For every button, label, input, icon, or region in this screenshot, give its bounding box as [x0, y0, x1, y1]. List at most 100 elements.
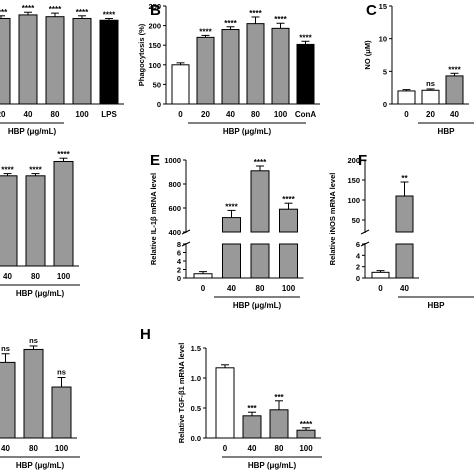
panel-e-x-tick-label: 0 [201, 284, 206, 293]
panel-b-x-tick-label: 100 [274, 110, 288, 119]
panel-b-significance: **** [199, 27, 212, 36]
panel-b-y-label: Phagocytosis (%) [137, 23, 146, 86]
panel-b-y-tick-label: 100 [148, 61, 161, 70]
panel-c-significance: ns [426, 79, 435, 88]
panel-d-significance: **** [29, 166, 42, 175]
panel-c-y-tick-label: 5 [383, 67, 387, 76]
panel-e-bar [193, 273, 213, 279]
panel-e-y-tick-label: 800 [168, 180, 181, 189]
panel-f-axis-break-mark [360, 241, 370, 247]
panel-c-significance: **** [448, 65, 461, 74]
panel-h-significance: *** [247, 404, 257, 413]
panel-b-y-tick-label: 150 [148, 41, 161, 50]
panel-d-x-label: HBP (μg/mL) [16, 289, 65, 298]
panel-f-bar [395, 243, 414, 279]
panel-b-bar [171, 64, 190, 105]
panel-f-y-tick-label: 4 [356, 251, 361, 260]
panel-e-axis-break-mark [181, 229, 191, 235]
panel-h-bar [296, 429, 316, 439]
panel-h-letter: H [140, 326, 151, 343]
panel-b-bar [296, 43, 315, 105]
panel-a-x-label: HBP (μg/mL) [8, 127, 57, 136]
panel-b-significance: **** [249, 9, 262, 18]
panel-e-axis-break-gap [182, 233, 190, 243]
panel-e-x-label: HBP (μg/mL) [233, 301, 282, 310]
panel-c-y-tick-label: 10 [379, 35, 387, 44]
panel-e-bar [279, 208, 298, 233]
panel-g-bar [0, 361, 16, 439]
panel-g-x-tick-label: 100 [55, 444, 69, 453]
panel-c-y-label: NO (μM) [363, 40, 372, 70]
panel-e-y-tick-label: 600 [168, 204, 181, 213]
panel-h-y-tick-label: 1.0 [191, 374, 201, 383]
panel-f-y-tick-label: 200 [347, 156, 360, 165]
panel-g-significance: ns [1, 344, 10, 353]
panel-b-bar [246, 23, 265, 105]
panel-g-x-tick-label: 80 [29, 444, 38, 453]
panel-a-x-tick-label: 100 [75, 110, 89, 119]
panel-f-y-tick-label: 6 [356, 240, 360, 249]
panel-a-x-tick-label: 40 [24, 110, 33, 119]
panel-d-significance: **** [57, 150, 70, 159]
panel-f-x-tick-label: 40 [400, 284, 409, 293]
panel-e-bar [250, 243, 270, 279]
panel-e-bar [222, 217, 241, 233]
panel-b-x-tick-label: 80 [251, 110, 260, 119]
panel-e-axis-break-mark [181, 241, 191, 247]
panel-h-x-tick-label: 80 [275, 444, 284, 453]
panel-d-bar [53, 161, 74, 267]
panel-b-significance: **** [299, 33, 312, 42]
panel-d-bar [25, 175, 46, 267]
panel-b-significance: **** [274, 15, 287, 24]
panel-h-significance: *** [274, 393, 284, 402]
panel-e-y-label: Relative IL-1β mRNA level [149, 173, 158, 265]
panel-f-y-tick-label: 100 [347, 196, 360, 205]
panel-e-significance: **** [282, 195, 295, 204]
panel-g-bar [51, 386, 72, 439]
panel-c-y-tick-label: 15 [379, 2, 387, 11]
panel-e-y-tick-label: 400 [168, 228, 181, 237]
panel-g-significance: ns [57, 368, 66, 377]
panel-e-y-tick-label: 4 [177, 257, 182, 266]
panel-b-y-tick-label: 250 [148, 2, 161, 11]
panel-e-letter: E [150, 152, 160, 169]
panel-b-bar [196, 36, 215, 105]
panel-c-x-label: HBP [438, 127, 456, 136]
panel-e-y-tick-label: 0 [177, 274, 181, 283]
panel-f-bar [371, 271, 390, 279]
panel-d-significance: **** [1, 166, 14, 175]
panel-c-x-tick-label: 0 [404, 110, 409, 119]
panel-b-y-tick-label: 200 [148, 22, 161, 31]
panel-h-x-tick-label: 100 [299, 444, 313, 453]
panel-b-x-tick-label: 40 [226, 110, 235, 119]
panel-f-axis-break-gap [361, 233, 369, 243]
panel-e-x-tick-label: 40 [227, 284, 236, 293]
panel-g-x-label: HBP (μg/mL) [16, 461, 65, 470]
panel-h-bar [215, 367, 235, 439]
panel-b-letter: B [150, 2, 161, 19]
panel-a-x-tick-label: 20 [0, 110, 6, 119]
panel-e-y-tick-label: 1000 [164, 156, 181, 165]
panel-h-y-tick-label: 1.5 [191, 344, 201, 353]
panel-f-bar [395, 195, 414, 233]
panel-a-bar [99, 19, 119, 105]
panel-d-x-tick-label: 100 [57, 272, 71, 281]
panel-e-y-tick-label: 2 [177, 266, 181, 275]
panel-d-x-tick-label: 40 [3, 272, 12, 281]
panel-a-significance: **** [49, 5, 62, 14]
panel-g-x-tick-label: 40 [1, 444, 10, 453]
panel-a-significance: **** [103, 10, 116, 19]
panel-g-significance: ns [29, 336, 38, 345]
panel-h-bar [269, 409, 289, 439]
panel-a-bar [45, 16, 65, 105]
panel-e-x-tick-label: 100 [282, 284, 296, 293]
panel-c-bar [421, 89, 440, 105]
panel-b-x-tick-label: ConA [295, 110, 317, 119]
panel-a-significance: **** [22, 4, 35, 13]
panel-c-bar [445, 75, 464, 105]
panel-c-x-tick-label: 20 [426, 110, 435, 119]
panel-h-y-tick-label: 0.0 [191, 434, 201, 443]
panel-e-significance: **** [254, 158, 267, 167]
panel-d-bar [0, 175, 18, 267]
